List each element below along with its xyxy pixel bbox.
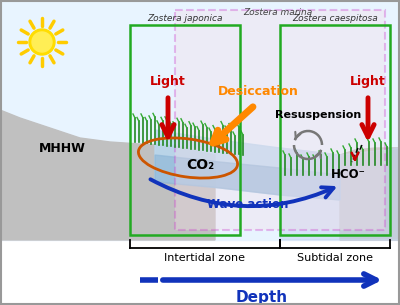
Text: Zostera caespitosa: Zostera caespitosa: [292, 14, 378, 23]
Text: HCO⁻: HCO⁻: [330, 168, 366, 181]
Bar: [0, 0, 400, 240]
Polygon shape: [280, 148, 400, 240]
Circle shape: [29, 29, 55, 55]
Bar: [280, 25, 390, 235]
Text: MHHW: MHHW: [38, 142, 86, 155]
Polygon shape: [0, 0, 215, 240]
Text: Zostera marina: Zostera marina: [243, 8, 313, 17]
Circle shape: [32, 32, 52, 52]
Polygon shape: [340, 148, 400, 240]
Polygon shape: [155, 155, 340, 200]
Text: Zostera japonica: Zostera japonica: [147, 14, 223, 23]
Text: Wave action: Wave action: [207, 199, 289, 211]
Bar: [130, 25, 240, 235]
Text: Subtidal zone: Subtidal zone: [297, 253, 373, 263]
Text: Light: Light: [150, 75, 186, 88]
Text: Intertidal zone: Intertidal zone: [164, 253, 246, 263]
Text: Desiccation: Desiccation: [218, 85, 298, 98]
Text: Light: Light: [350, 75, 386, 88]
Bar: [175, 10, 385, 230]
Polygon shape: [155, 130, 340, 200]
Text: Resuspension: Resuspension: [275, 110, 361, 120]
Text: CO₂: CO₂: [186, 158, 214, 172]
Text: Depth: Depth: [236, 290, 288, 305]
